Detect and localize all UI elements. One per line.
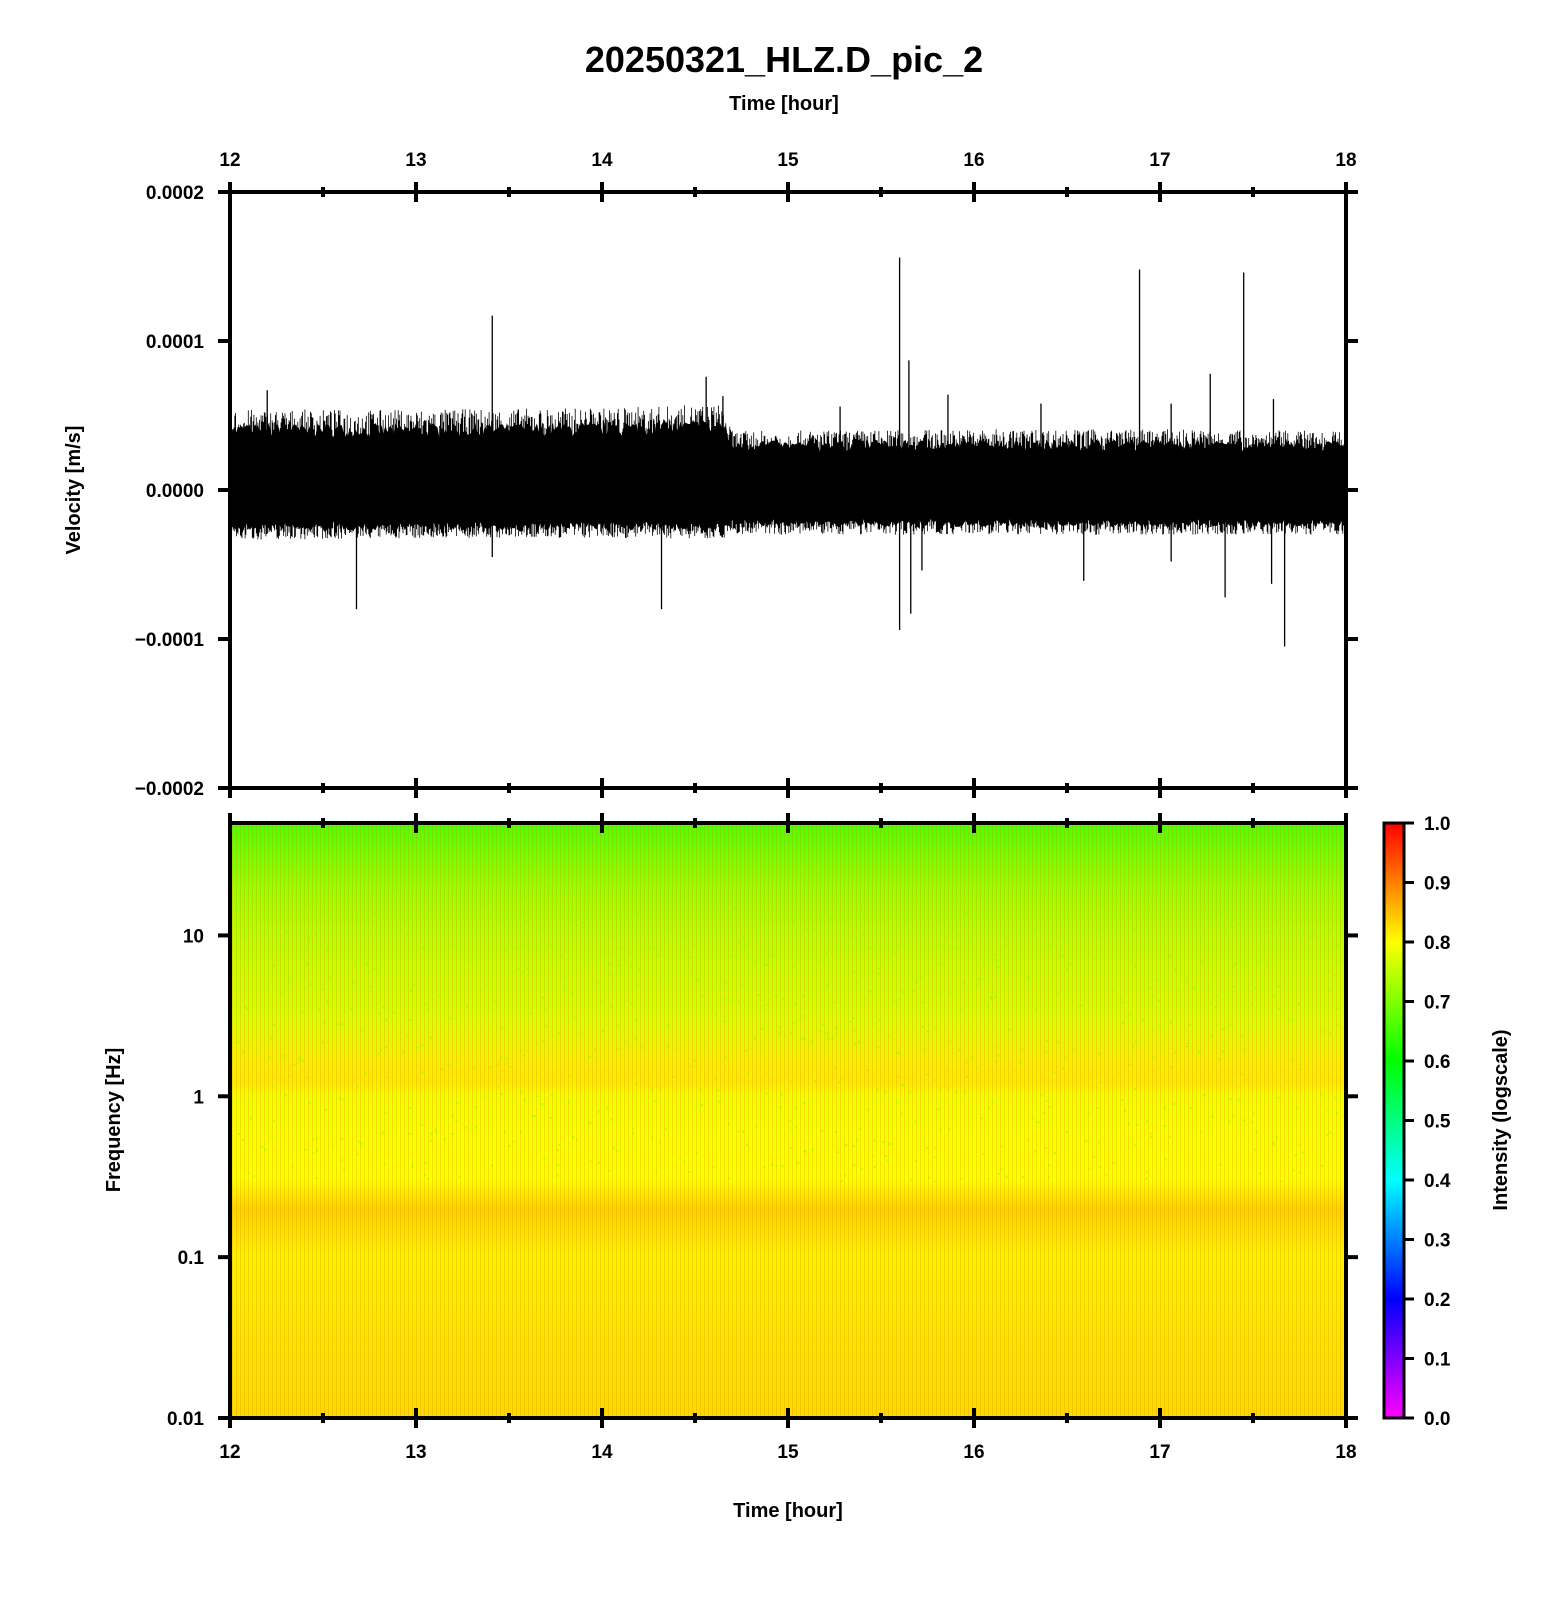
colorbar-tick-label: 0.5	[1424, 1112, 1451, 1133]
velocity-ticks: 12 13 14 15 16 17 18 0.0002 0.0001 0.0000 −0.0001 −…	[135, 150, 1358, 800]
velocity-y-tick-label: 0.0002	[146, 183, 204, 204]
frequency-y-axis-label: Frequency [Hz]	[103, 1048, 125, 1192]
colorbar-tick-label: 0.9	[1424, 874, 1450, 895]
top-x-tick-label: 15	[777, 150, 799, 171]
colorbar-tick-label: 1.0	[1424, 814, 1450, 835]
bottom-x-tick-label: 13	[405, 1442, 426, 1463]
colorbar-tick-label: 0.0	[1424, 1409, 1450, 1430]
velocity-panel: 12 13 14 15 16 17 18 0.0002 0.0001 0.0000 −0.0001 −…	[63, 150, 1358, 800]
colorbar-tick-label: 0.4	[1424, 1171, 1451, 1192]
velocity-y-tick-label: 0.0000	[146, 481, 204, 502]
top-x-tick-label: 12	[219, 150, 240, 171]
top-x-tick-label: 18	[1335, 150, 1356, 171]
frequency-y-tick-label: 1	[193, 1087, 204, 1108]
top-x-tick-label: 17	[1149, 150, 1170, 171]
bottom-x-axis-label: Time [hour]	[733, 1500, 843, 1522]
bottom-x-tick-label: 16	[963, 1442, 984, 1463]
colorbar-label: Intensity (logscale)	[1490, 1029, 1512, 1210]
bottom-x-tick-label: 18	[1335, 1442, 1356, 1463]
colorbar: 1.0 0.9 0.8 0.7 0.6 0.5 0.4 0.3 0.2 0.1 0.0 Intens…	[1382, 814, 1512, 1430]
bottom-x-tick-label: 14	[591, 1442, 613, 1463]
colorbar-ticks: 1.0 0.9 0.8 0.7 0.6 0.5 0.4 0.3 0.2 0.1 0.0	[1404, 814, 1451, 1430]
waveform-trace	[229, 405, 1347, 540]
velocity-y-tick-label: −0.0001	[135, 630, 205, 651]
velocity-y-tick-label: 0.0001	[146, 332, 205, 353]
colorbar-tick-label: 0.1	[1424, 1350, 1451, 1371]
top-x-tick-label: 14	[591, 150, 613, 171]
top-x-axis-label: Time [hour]	[729, 93, 839, 115]
top-x-tick-label: 16	[963, 150, 984, 171]
colorbar-tick-label: 0.7	[1424, 993, 1450, 1014]
frequency-y-tick-label: 10	[183, 926, 204, 947]
frequency-y-tick-label: 0.01	[167, 1409, 204, 1430]
top-x-tick-label: 13	[405, 150, 426, 171]
waveform-spikes	[266, 257, 1286, 647]
spectrogram-ticks: 12 13 14 15 16 17 18 10 1 0.1 0.01	[167, 813, 1358, 1463]
colorbar-tick-label: 0.2	[1424, 1290, 1450, 1311]
frequency-y-tick-label: 0.1	[178, 1248, 205, 1269]
bottom-x-tick-label: 15	[777, 1442, 799, 1463]
colorbar-fill	[1382, 821, 1406, 1420]
chart-title: 20250321_HLZ.D_pic_2	[585, 39, 983, 80]
colorbar-tick-label: 0.6	[1424, 1052, 1450, 1073]
bottom-x-tick-label: 17	[1149, 1442, 1170, 1463]
bottom-x-tick-label: 12	[219, 1442, 240, 1463]
velocity-y-tick-label: −0.0002	[135, 779, 204, 800]
colorbar-tick-label: 0.8	[1424, 933, 1450, 954]
colorbar-tick-label: 0.3	[1424, 1231, 1450, 1252]
spectrogram-texture	[230, 823, 1346, 1418]
velocity-y-axis-label: Velocity [m/s]	[63, 426, 85, 555]
